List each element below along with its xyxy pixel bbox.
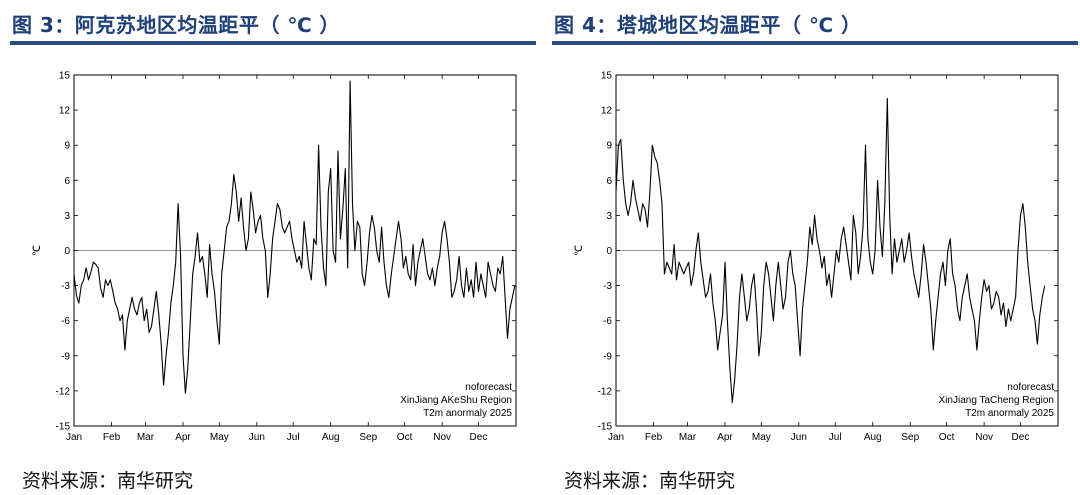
y-tick-label: 15 xyxy=(59,71,71,82)
chart-annotation: T2m anormaly 2025 xyxy=(965,408,1054,419)
x-tick-label: Jan xyxy=(66,432,82,443)
x-tick-label: Oct xyxy=(397,432,413,443)
y-tick-label: -15 xyxy=(56,422,71,433)
x-tick-label: Feb xyxy=(645,432,663,443)
y-tick-label: 6 xyxy=(64,176,70,187)
x-tick-label: Dec xyxy=(1012,432,1030,443)
chart-annotation: XinJiang AKeShu Region xyxy=(400,395,512,406)
x-tick-label: Feb xyxy=(103,432,121,443)
chart-panel-akeshu: 图 3：阿克苏地区均温距平（ ℃ ） 15 12 9 6 3 0 -3 -6 -9 -12 -15 J… xyxy=(0,0,538,495)
title-rule xyxy=(552,41,1078,45)
y-axis-label: ℃ xyxy=(574,245,585,256)
y-tick-label: -9 xyxy=(603,351,612,362)
y-tick-label: -12 xyxy=(56,386,71,397)
y-tick-label: 6 xyxy=(606,176,612,187)
y-tick-label: 12 xyxy=(601,106,613,117)
x-tick-label: Apr xyxy=(175,432,191,443)
chart-annotation: XinJiang TaCheng Region xyxy=(939,395,1054,406)
chart-annotation: noforecast xyxy=(1007,382,1054,393)
y-tick-label: -6 xyxy=(603,316,612,327)
x-tick-label: Aug xyxy=(864,432,882,443)
x-tick-label: Dec xyxy=(470,432,488,443)
y-tick-label: 9 xyxy=(64,141,70,152)
x-tick-label: Sep xyxy=(359,432,377,443)
title-rule xyxy=(10,41,536,45)
y-tick-label: 3 xyxy=(64,211,70,222)
y-tick-label: -15 xyxy=(598,422,613,433)
y-tick-label: -3 xyxy=(603,281,612,292)
chart-annotation: T2m anormaly 2025 xyxy=(423,408,512,419)
x-tick-label: Sep xyxy=(901,432,919,443)
x-tick-label: May xyxy=(210,432,229,443)
y-tick-label: -9 xyxy=(61,351,70,362)
y-tick-label: -3 xyxy=(61,281,70,292)
x-tick-label: Aug xyxy=(322,432,340,443)
chart-panel-tacheng: 图 4：塔城地区均温距平（ ℃ ） 15 12 9 6 3 0 -3 -6 -9 -12 -15 Ja… xyxy=(542,0,1080,495)
x-tick-label: Jun xyxy=(249,432,265,443)
series-line xyxy=(615,97,1046,404)
x-tick-label: Nov xyxy=(433,432,451,443)
x-tick-label: Jun xyxy=(791,432,807,443)
x-tick-label: Jul xyxy=(829,432,842,443)
x-tick-label: Jan xyxy=(608,432,624,443)
x-tick-label: Mar xyxy=(137,432,155,443)
series-line xyxy=(73,80,516,394)
y-tick-label: 0 xyxy=(64,246,70,257)
y-tick-label: -12 xyxy=(598,386,613,397)
y-tick-label: 15 xyxy=(601,71,613,82)
x-tick-label: Apr xyxy=(717,432,733,443)
y-tick-label: -6 xyxy=(61,316,70,327)
y-tick-label: 12 xyxy=(59,106,71,117)
x-tick-label: Jul xyxy=(287,432,300,443)
chart-annotation: noforecast xyxy=(465,382,512,393)
x-tick-label: Oct xyxy=(939,432,955,443)
x-tick-label: Nov xyxy=(975,432,993,443)
y-tick-label: 3 xyxy=(606,211,612,222)
figure-title: 图 4：塔城地区均温距平（ ℃ ） xyxy=(554,13,862,37)
y-tick-label: 0 xyxy=(606,246,612,257)
y-axis-label: ℃ xyxy=(32,245,43,256)
y-tick-label: 9 xyxy=(606,141,612,152)
x-tick-label: May xyxy=(752,432,771,443)
source-note: 资料来源：南华研究 xyxy=(22,470,194,492)
x-tick-label: Mar xyxy=(679,432,697,443)
source-note: 资料来源：南华研究 xyxy=(564,470,736,492)
figure-title: 图 3：阿克苏地区均温距平（ ℃ ） xyxy=(12,13,341,37)
